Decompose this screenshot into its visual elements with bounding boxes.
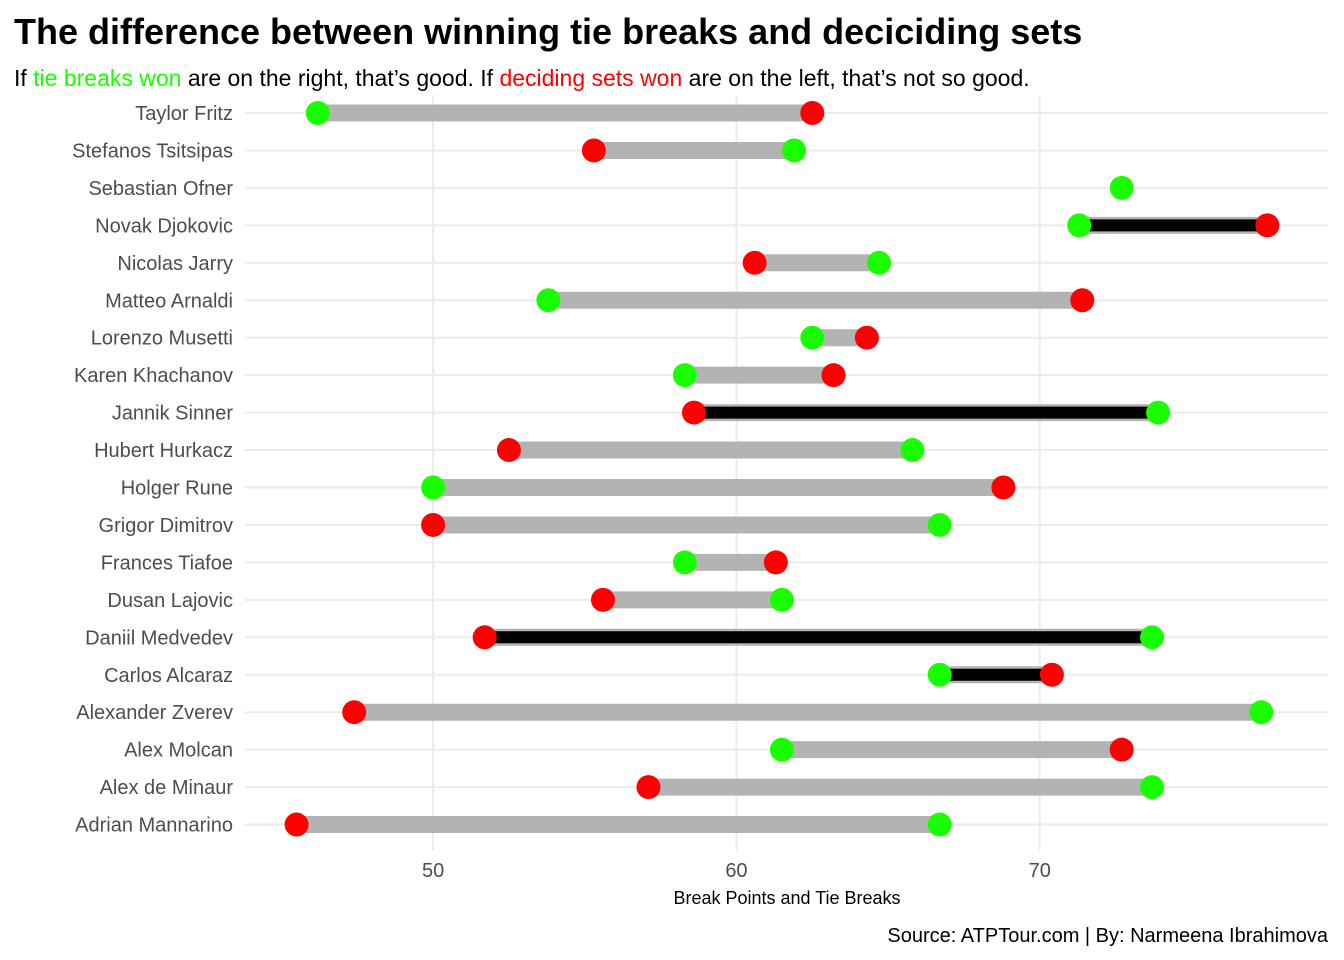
tie-breaks-point: [672, 363, 697, 388]
player-label: Daniil Medvedev: [85, 627, 233, 649]
tie-breaks-point: [769, 737, 794, 762]
subtitle-deciding-sets-label: deciding sets won: [499, 65, 682, 91]
tie-breaks-point: [1249, 700, 1274, 725]
deciding-sets-point: [581, 138, 606, 163]
player-label: Dusan Lajovic: [107, 590, 233, 612]
deciding-sets-point: [1109, 737, 1134, 762]
player-label: Stefanos Tsitsipas: [72, 140, 233, 162]
deciding-sets-point: [284, 812, 309, 837]
player-label: Lorenzo Musetti: [91, 328, 233, 350]
x-axis-labels: 50 60 70: [422, 860, 1051, 882]
chart-title: The difference between winning tie break…: [14, 11, 1082, 52]
tie-breaks-point: [927, 812, 952, 837]
subtitle-middle: are on the right, that’s good. If: [181, 65, 499, 91]
deciding-sets-point: [1255, 213, 1280, 238]
deciding-sets-point: [800, 101, 825, 125]
deciding-sets-point: [421, 512, 446, 537]
bars-layer: [296, 104, 1268, 834]
deciding-sets-point: [742, 250, 767, 275]
tie-breaks-point: [769, 587, 794, 612]
deciding-sets-point: [1039, 662, 1064, 687]
tie-breaks-point: [1140, 625, 1165, 650]
subtitle-suffix: are on the left, that’s not so good.: [682, 65, 1029, 91]
tie-breaks-point: [536, 288, 561, 313]
tie-breaks-point: [800, 325, 825, 350]
subtitle-prefix: If: [14, 65, 33, 91]
player-label: Jannik Sinner: [112, 403, 234, 425]
x-tick-label: 70: [1029, 860, 1051, 882]
tie-breaks-point: [927, 512, 952, 537]
player-label: Alexander Zverev: [76, 702, 233, 724]
y-axis-labels: Taylor Fritz Stefanos Tsitsipas Sebastian …: [72, 103, 233, 837]
player-label: Alex Molcan: [124, 740, 233, 762]
tie-breaks-point: [867, 250, 892, 275]
player-label: Alex de Minaur: [100, 777, 234, 799]
player-label: Hubert Hurkacz: [94, 440, 233, 462]
tie-breaks-point: [305, 101, 330, 125]
tie-breaks-point: [1109, 175, 1134, 200]
player-label: Frances Tiafoe: [101, 552, 233, 574]
tie-breaks-point: [1140, 775, 1165, 800]
tie-breaks-point: [900, 438, 925, 463]
player-label: Sebastian Ofner: [88, 178, 233, 200]
player-label: Karen Khachanov: [74, 365, 233, 387]
player-label: Grigor Dimitrov: [99, 515, 233, 537]
deciding-sets-point: [636, 775, 661, 800]
deciding-sets-point: [821, 363, 846, 388]
player-label: Matteo Arnaldi: [105, 290, 233, 312]
deciding-sets-point: [590, 587, 615, 612]
tie-breaks-point: [672, 550, 697, 575]
tie-breaks-point: [421, 475, 446, 500]
deciding-sets-point: [681, 400, 706, 425]
player-label: Taylor Fritz: [135, 103, 233, 125]
player-label: Adrian Mannarino: [75, 815, 233, 837]
deciding-sets-point: [854, 325, 879, 350]
tie-breaks-point: [782, 138, 807, 163]
player-label: Holger Rune: [121, 478, 233, 500]
x-tick-label: 60: [725, 860, 747, 882]
x-axis-title: Break Points and Tie Breaks: [673, 888, 900, 908]
x-tick-label: 50: [422, 860, 444, 882]
player-label: Novak Djokovic: [95, 215, 233, 237]
player-label: Carlos Alcaraz: [104, 665, 233, 687]
tie-breaks-point: [1146, 400, 1171, 425]
deciding-sets-point: [1070, 288, 1095, 313]
deciding-sets-point: [991, 475, 1016, 500]
player-label: Nicolas Jarry: [117, 253, 233, 275]
deciding-sets-point: [763, 550, 788, 575]
deciding-sets-point: [472, 625, 497, 650]
chart-subtitle: If tie breaks won are on the right, that…: [14, 65, 1030, 91]
chart-caption: Source: ATPTour.com | By: Narmeena Ibrah…: [887, 925, 1328, 947]
deciding-sets-point: [342, 700, 367, 725]
tie-breaks-point: [927, 662, 952, 687]
points-layer: [284, 101, 1280, 837]
deciding-sets-point: [496, 438, 521, 463]
grid-layer: [245, 95, 1328, 850]
subtitle-tie-breaks-label: tie breaks won: [33, 65, 181, 91]
tie-breaks-point: [1067, 213, 1092, 238]
